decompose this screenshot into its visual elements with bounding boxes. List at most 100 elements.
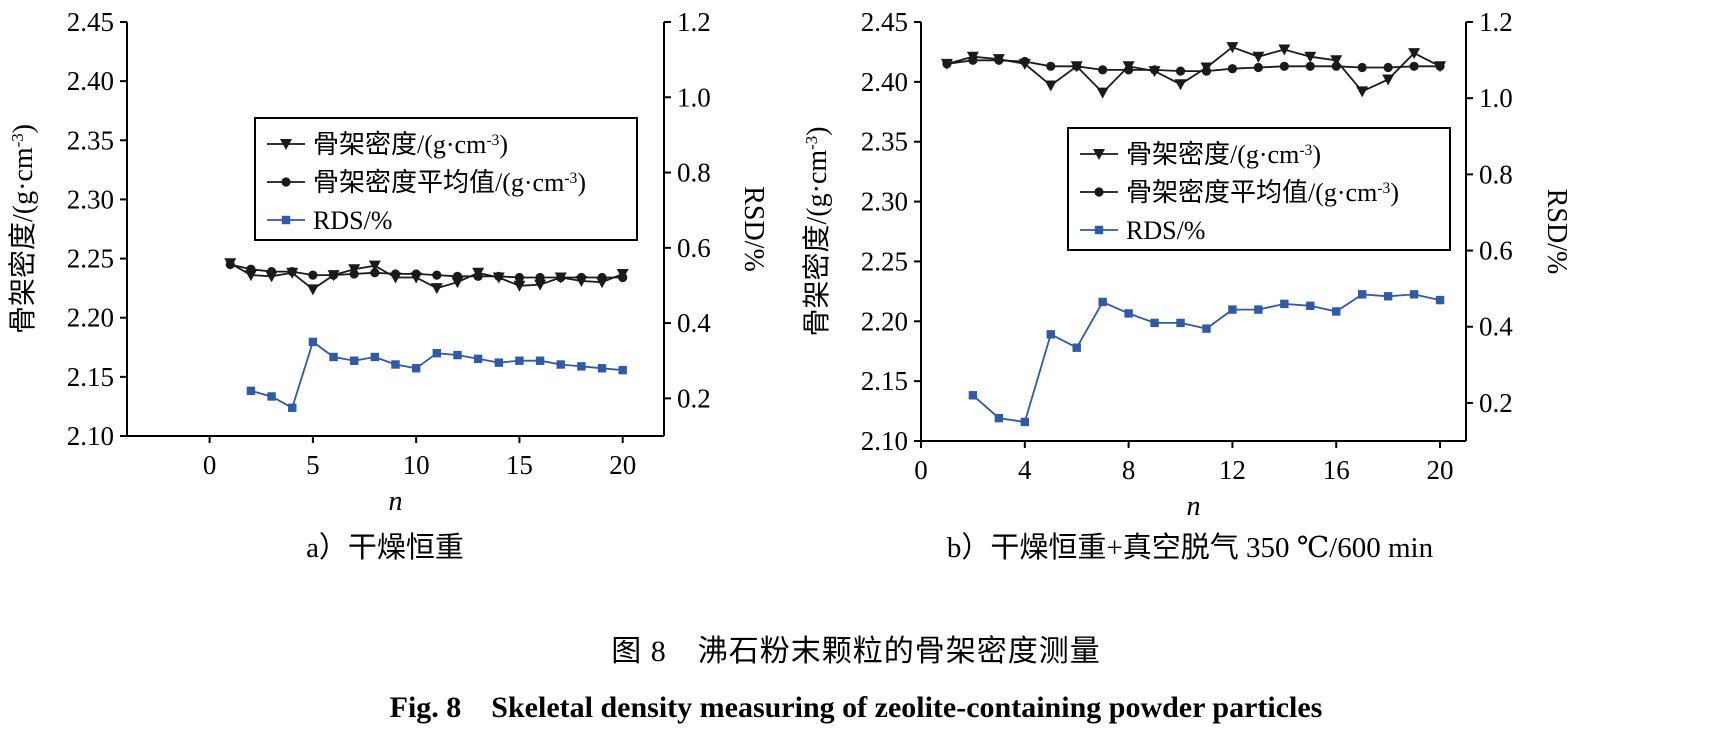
data-point — [968, 391, 978, 400]
data-point — [994, 55, 1004, 65]
legend-label: RDS/% — [313, 206, 392, 235]
y-left-tick-label: 2.35 — [67, 125, 114, 155]
data-point — [535, 356, 545, 365]
data-point — [246, 386, 256, 396]
y-left-tick-label: 2.35 — [861, 127, 908, 157]
legend-label: RDS/% — [1126, 216, 1205, 245]
data-point — [618, 365, 627, 375]
data-point — [968, 55, 978, 65]
x-tick-label: 5 — [306, 450, 320, 480]
data-point — [1174, 79, 1187, 91]
panel-label-a: a）干燥恒重 — [306, 531, 464, 564]
legend-label: 骨架密度平均值/(g·cm-3) — [313, 168, 586, 197]
data-point — [1356, 86, 1369, 98]
data-point — [1382, 74, 1395, 86]
data-point — [1020, 417, 1030, 427]
data-point — [577, 362, 586, 371]
y-left-tick-label: 2.25 — [67, 244, 114, 274]
y-right-tick-label: 0.6 — [1479, 236, 1513, 266]
y-left-tick-label: 2.15 — [861, 366, 908, 396]
data-point — [942, 59, 952, 69]
legend-marker — [280, 139, 292, 150]
data-point — [597, 272, 607, 283]
data-point — [1253, 62, 1263, 73]
data-point — [288, 403, 297, 412]
data-point — [432, 349, 442, 358]
y-left-tick-label: 2.25 — [861, 246, 908, 276]
data-point — [515, 356, 524, 365]
data-point — [1330, 55, 1343, 67]
data-point — [473, 354, 483, 364]
data-point — [1383, 292, 1393, 301]
series-2 — [225, 259, 628, 283]
y-right-tick-label: 1.2 — [1479, 7, 1513, 37]
data-point — [1304, 51, 1317, 63]
data-point — [1124, 65, 1134, 75]
data-point — [1176, 318, 1185, 328]
y-left-tick-label: 2.10 — [67, 421, 114, 451]
data-point — [1072, 61, 1082, 71]
data-point — [1096, 87, 1109, 99]
data-point — [1280, 299, 1289, 309]
data-point — [390, 269, 401, 279]
y-right-axis-title: RSD/% — [738, 186, 769, 272]
data-point — [225, 259, 235, 270]
y-left-tick-label: 2.10 — [861, 426, 908, 456]
y-left-tick-label: 2.40 — [861, 67, 908, 97]
legend-label: 骨架密度/(g·cm-3) — [1126, 140, 1321, 169]
x-tick-label: 8 — [1122, 455, 1136, 485]
y-left-tick-label: 2.20 — [67, 303, 114, 333]
figure-caption-en: Fig. 8 Skeletal density measuring of zeo… — [389, 691, 1323, 724]
series-2 — [942, 55, 1445, 76]
y-left-tick-label: 2.30 — [67, 184, 114, 214]
data-point — [391, 360, 400, 369]
data-point — [1383, 62, 1393, 73]
data-point — [597, 364, 607, 373]
series-3 — [246, 337, 627, 412]
x-tick-label: 12 — [1219, 455, 1246, 485]
y-right-axis-title: RSD/% — [1541, 189, 1572, 275]
data-point — [1150, 318, 1159, 328]
data-point — [1072, 343, 1081, 352]
data-point — [1098, 297, 1107, 307]
data-point — [618, 272, 628, 283]
legend: 骨架密度/(g·cm-3) 骨架密度平均值/(g·cm-3) RDS/% — [254, 117, 638, 241]
data-point — [494, 358, 503, 367]
data-point — [1408, 48, 1421, 60]
data-point — [432, 270, 442, 280]
legend-label: 骨架密度/(g·cm-3) — [313, 130, 508, 159]
x-axis-title: n — [389, 486, 403, 517]
x-tick-label: 16 — [1323, 455, 1350, 485]
data-point — [1228, 305, 1237, 314]
data-point — [453, 350, 462, 360]
y-right-tick-label: 0.4 — [677, 308, 711, 338]
data-point — [1202, 324, 1211, 333]
data-point — [1357, 290, 1367, 299]
legend-marker — [1094, 187, 1104, 197]
y-right-tick-label: 0.8 — [677, 158, 711, 188]
data-point — [1331, 61, 1341, 71]
y-right-tick-label: 0.6 — [677, 233, 711, 263]
legend-marker — [281, 215, 291, 225]
x-tick-label: 20 — [1427, 455, 1454, 485]
legend-box — [254, 117, 638, 241]
data-point — [1098, 65, 1108, 75]
y-right-tick-label: 1.0 — [1479, 83, 1513, 113]
data-point — [308, 270, 318, 280]
data-point — [308, 337, 318, 347]
data-point — [1252, 51, 1265, 63]
data-point — [1357, 62, 1367, 73]
data-point — [329, 352, 338, 362]
data-point — [1175, 66, 1186, 76]
legend-label: 骨架密度平均值/(g·cm-3) — [1126, 178, 1399, 207]
y-left-tick-label: 2.45 — [861, 7, 908, 37]
data-point — [328, 270, 339, 280]
data-point — [1044, 80, 1057, 92]
x-tick-label: 0 — [914, 455, 928, 485]
data-point — [1046, 61, 1056, 71]
data-point — [514, 272, 525, 283]
data-point — [349, 269, 359, 279]
data-point — [556, 360, 565, 369]
data-point — [994, 413, 1004, 423]
y-right-tick-label: 0.2 — [1479, 388, 1513, 418]
